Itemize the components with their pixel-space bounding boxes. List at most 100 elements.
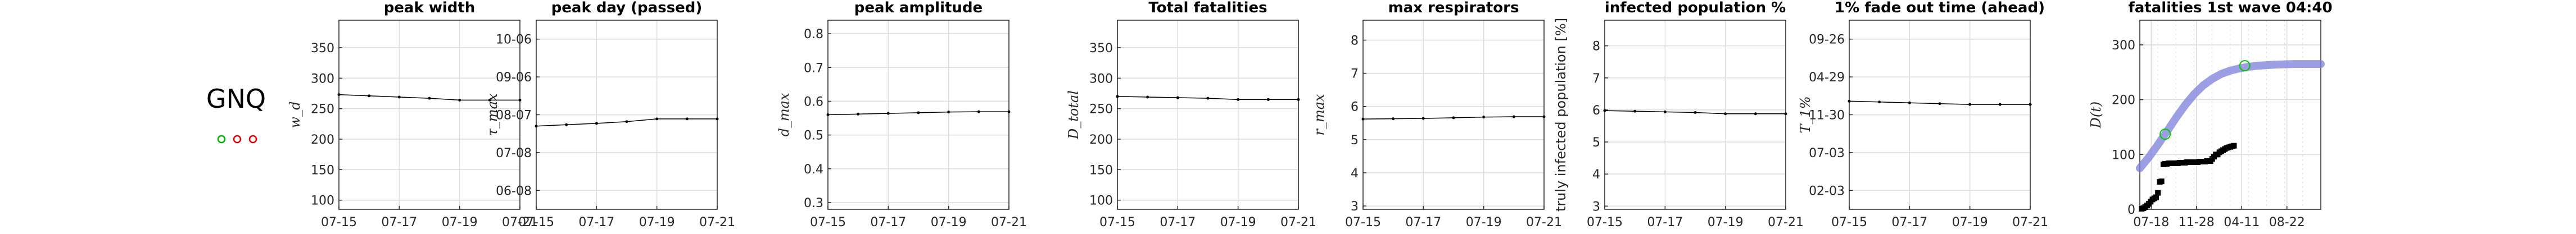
data-point bbox=[458, 98, 461, 102]
x-tick-label: 07-15 bbox=[518, 215, 554, 230]
data-point bbox=[826, 113, 830, 116]
data-point bbox=[1206, 97, 1210, 100]
x-tick-label: 07-17 bbox=[870, 215, 906, 230]
data-point bbox=[1663, 110, 1667, 113]
axes-frame bbox=[1604, 20, 1786, 210]
data-point bbox=[1007, 110, 1011, 113]
data-point bbox=[428, 97, 431, 100]
data-point bbox=[535, 125, 538, 128]
y-tick-label: 0.5 bbox=[804, 129, 823, 143]
y-tick-label: 0 bbox=[2127, 203, 2135, 217]
data-point bbox=[977, 110, 980, 113]
chart-panel: Total fatalities 07-15 07-17 07-19 07-21 100 1… bbox=[1066, 0, 1316, 230]
chart-title: peak day (passed) bbox=[551, 0, 703, 16]
chart-title: max respirators bbox=[1388, 0, 1519, 16]
data-point bbox=[1392, 117, 1395, 121]
country-markers bbox=[217, 135, 257, 144]
x-tick-label: 07-15 bbox=[1831, 215, 1867, 230]
y-tick-label: 06-08 bbox=[496, 184, 532, 198]
y-tick-label: 07-03 bbox=[1809, 146, 1845, 160]
y-axis-label: D(t) bbox=[2088, 102, 2104, 129]
data-point bbox=[1694, 111, 1697, 114]
data-point bbox=[397, 95, 401, 99]
data-point bbox=[1237, 98, 1240, 101]
data-point bbox=[1146, 95, 1149, 99]
x-tick-label: 07-19 bbox=[1708, 215, 1744, 230]
y-tick-label: 3 bbox=[1351, 200, 1359, 214]
x-tick-label: 07-17 bbox=[578, 215, 614, 230]
y-tick-label: 4 bbox=[1592, 168, 1600, 182]
y-axis-label: T_1% bbox=[1798, 96, 1813, 133]
chart-title: 1% fade out time (ahead) bbox=[1835, 0, 2045, 16]
x-tick-label: 07-21 bbox=[1280, 215, 1316, 230]
data-point bbox=[1421, 117, 1425, 120]
country-code: GNQ bbox=[206, 84, 266, 114]
x-tick-label: 07-17 bbox=[1647, 215, 1683, 230]
y-tick-label: 08-07 bbox=[496, 109, 532, 123]
data-point bbox=[625, 120, 628, 123]
data-point bbox=[1603, 109, 1606, 112]
y-tick-label: 150 bbox=[311, 163, 334, 177]
x-tick-label: 07-21 bbox=[991, 215, 1027, 230]
observed-point bbox=[2153, 194, 2159, 200]
data-point bbox=[1176, 96, 1179, 99]
data-point bbox=[886, 112, 890, 115]
data-point bbox=[1784, 112, 1787, 116]
y-tick-label: 04-29 bbox=[1809, 71, 1845, 85]
y-axis-label: truly infected population [%] bbox=[1553, 18, 1569, 212]
y-tick-label: 5 bbox=[1351, 134, 1359, 148]
x-tick-label: 07-15 bbox=[1099, 215, 1135, 230]
y-tick-label: 100 bbox=[311, 194, 334, 208]
data-point bbox=[488, 98, 491, 102]
x-tick-label: 04-11 bbox=[2224, 215, 2260, 230]
chart-title: infected population % bbox=[1605, 0, 1786, 16]
x-tick-label: 11-28 bbox=[2179, 215, 2215, 230]
data-point bbox=[2029, 103, 2032, 106]
data-point bbox=[1482, 116, 1486, 119]
y-tick-label: 6 bbox=[1351, 100, 1359, 114]
x-tick-label: 07-17 bbox=[381, 215, 417, 230]
data-point bbox=[1878, 100, 1881, 104]
observed-point bbox=[2231, 143, 2237, 149]
country-marker bbox=[217, 135, 226, 144]
data-point bbox=[1848, 99, 1851, 103]
axes-frame bbox=[338, 20, 520, 210]
data-point bbox=[685, 117, 689, 121]
chart-title: peak width bbox=[384, 0, 476, 16]
y-tick-label: 09-26 bbox=[1809, 33, 1845, 47]
y-tick-label: 150 bbox=[1089, 163, 1113, 177]
y-tick-label: 07-08 bbox=[496, 146, 532, 160]
chart-panel: peak width 07-15 07-17 07-19 07-21 100 150 200 2… bbox=[287, 0, 538, 230]
data-point bbox=[716, 117, 719, 121]
axes-frame bbox=[827, 20, 1009, 210]
data-point bbox=[368, 94, 371, 98]
y-tick-label: 6 bbox=[1592, 104, 1600, 118]
axes-frame bbox=[2139, 20, 2321, 210]
y-axis-label: r_max bbox=[1311, 94, 1327, 136]
data-point bbox=[1361, 117, 1365, 121]
x-tick-label: 07-19 bbox=[639, 215, 675, 230]
data-point bbox=[947, 111, 950, 114]
marker-circle bbox=[2239, 60, 2251, 72]
chart-panel: peak amplitude 07-15 07-17 07-19 07-21 0.3 0.4… bbox=[776, 0, 1027, 230]
y-tick-label: 0.3 bbox=[804, 196, 823, 210]
marker-circle bbox=[2160, 129, 2171, 140]
x-tick-label: 07-17 bbox=[1160, 215, 1196, 230]
x-tick-label: 07-19 bbox=[1952, 215, 1988, 230]
data-point bbox=[518, 98, 522, 102]
y-tick-label: 300 bbox=[2112, 39, 2135, 53]
data-point bbox=[655, 117, 659, 121]
y-tick-label: 350 bbox=[1089, 42, 1113, 56]
data-point bbox=[1633, 109, 1637, 113]
y-tick-label: 100 bbox=[1089, 194, 1113, 208]
chart-title: fatalities 1st wave 04:40 bbox=[2128, 0, 2332, 16]
data-point bbox=[337, 93, 341, 97]
model-curve bbox=[2136, 60, 2325, 172]
axes-frame bbox=[1117, 20, 1299, 210]
x-tick-label: 07-15 bbox=[810, 215, 846, 230]
data-point bbox=[1998, 103, 2002, 106]
y-tick-label: 8 bbox=[1592, 40, 1600, 54]
data-point bbox=[1266, 98, 1270, 101]
y-axis-label: d_max bbox=[776, 93, 792, 136]
